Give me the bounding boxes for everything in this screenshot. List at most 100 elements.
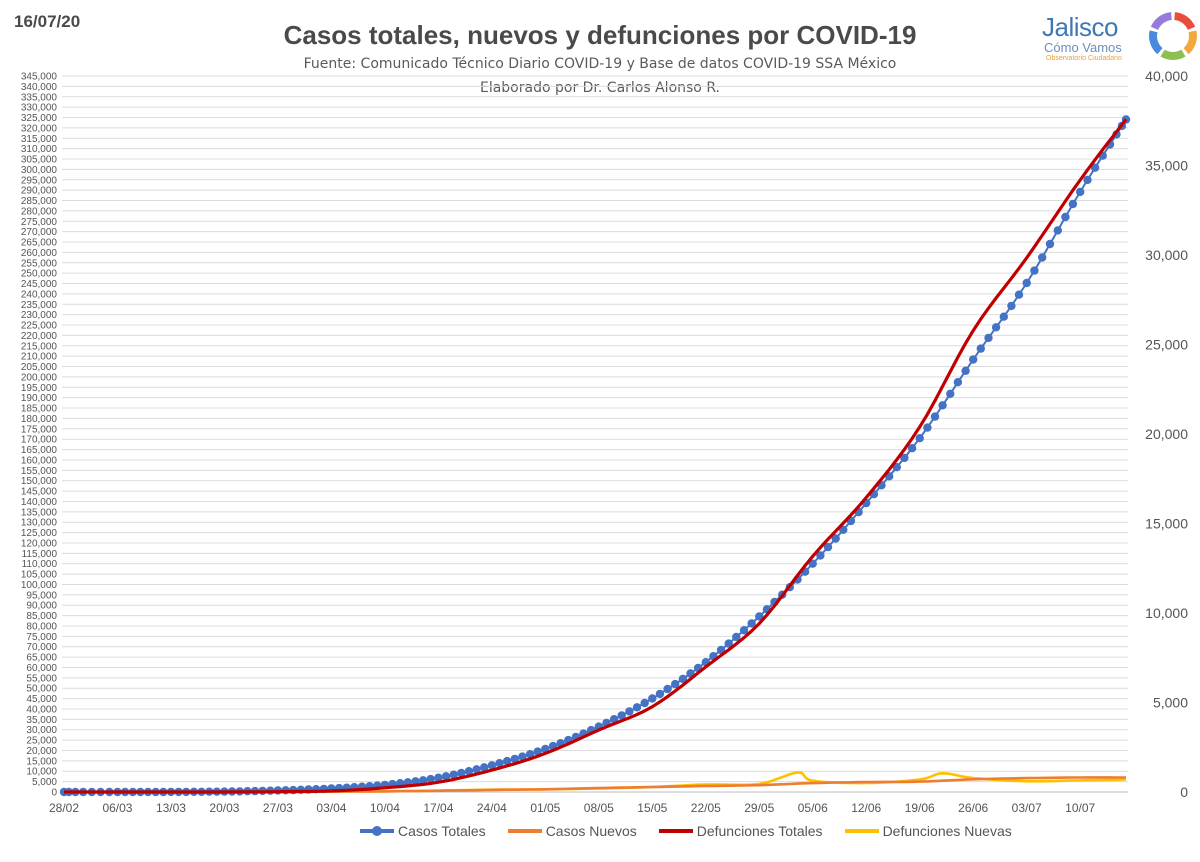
left-tick-label: 345,000 [21, 72, 58, 83]
legend-item: Casos Totales [360, 823, 486, 839]
x-tick-label: 13/03 [156, 801, 186, 815]
left-tick-label: 200,000 [21, 372, 58, 383]
legend-swatch [507, 829, 542, 833]
data-point [930, 412, 940, 421]
data-point [976, 344, 985, 353]
data-point [625, 707, 634, 716]
left-tick-label: 250,000 [21, 269, 58, 280]
legend-swatch [360, 826, 394, 836]
x-tick-label: 08/05 [584, 801, 614, 815]
logo-ring-icon [1149, 12, 1197, 60]
data-point [678, 674, 688, 684]
data-point [495, 759, 504, 768]
data-point [457, 768, 466, 778]
left-tick-label: 300,000 [21, 165, 58, 176]
series-line [64, 118, 1128, 794]
left-tick-label: 0 [51, 788, 57, 799]
x-tick-label: 03/07 [1012, 801, 1042, 815]
left-tick-label: 130,000 [21, 518, 58, 529]
x-tick-label: 29/05 [744, 801, 774, 815]
left-tick-label: 50,000 [26, 684, 57, 695]
left-tick-label: 195,000 [21, 383, 58, 394]
data-point [434, 773, 443, 782]
data-point [739, 626, 749, 635]
right-tick-label: 0 [1180, 784, 1188, 800]
data-point [755, 612, 764, 621]
left-tick-label: 280,000 [21, 206, 58, 217]
data-point [418, 776, 428, 785]
x-tick-label: 20/03 [209, 801, 239, 815]
left-tick-label: 155,000 [21, 466, 58, 477]
data-point [648, 694, 657, 703]
data-point [823, 542, 833, 552]
left-tick-label: 60,000 [26, 663, 57, 674]
jalisco-como-vamos-logo: Jalisco Cómo Vamos Observatorio Ciudadan… [1040, 6, 1200, 70]
left-tick-label: 120,000 [21, 538, 58, 549]
logo-subtitle: Cómo Vamos [1044, 40, 1122, 55]
legend-label: Casos Nuevos [545, 823, 637, 839]
data-point [1053, 226, 1063, 235]
legend-item: Defunciones Nuevas [844, 823, 1012, 839]
left-tick-label: 10,000 [26, 767, 57, 778]
data-point [502, 756, 512, 766]
data-point [900, 453, 909, 463]
data-point [923, 423, 932, 432]
x-tick-label: 06/03 [102, 801, 132, 815]
left-tick-label: 70,000 [26, 642, 57, 653]
data-point [449, 770, 458, 779]
data-point [969, 355, 978, 364]
right-axis-ticks: 0 5,000 10,000 15,000 20,000 25,000 30,000 35,0… [1145, 68, 1188, 800]
left-tick-label: 95,000 [26, 590, 57, 601]
left-tick-label: 45,000 [26, 694, 57, 705]
data-point [938, 401, 947, 410]
x-tick-label: 22/05 [691, 801, 721, 815]
left-tick-label: 65,000 [26, 653, 57, 664]
data-point [487, 761, 497, 770]
data-point [999, 312, 1008, 321]
left-tick-label: 325,000 [21, 113, 58, 124]
data-point [480, 763, 489, 772]
data-point [1014, 290, 1024, 299]
series-line [64, 118, 1127, 793]
data-point [640, 698, 649, 708]
data-point [816, 551, 825, 560]
chart-author: Elaborado por Dr. Carlos Alonso R. [479, 80, 721, 96]
right-tick-label: 25,000 [1145, 337, 1188, 353]
right-tick-label: 20,000 [1145, 426, 1188, 442]
x-tick-label: 28/02 [49, 801, 79, 815]
series-lines [59, 115, 1131, 797]
logo-ring-segment [1160, 49, 1186, 60]
data-point [984, 333, 993, 343]
left-tick-label: 145,000 [21, 487, 58, 498]
left-tick-label: 40,000 [26, 704, 57, 715]
right-tick-label: 35,000 [1145, 158, 1188, 174]
x-tick-label: 19/06 [905, 801, 935, 815]
left-tick-label: 165,000 [21, 445, 58, 456]
series-casos-totales [59, 115, 1131, 797]
left-tick-label: 160,000 [21, 455, 58, 466]
logo-ring-segment [1149, 30, 1163, 55]
legend-swatch [844, 829, 879, 833]
left-tick-label: 115,000 [22, 549, 58, 560]
chart-title: Casos totales, nuevos y defunciones por … [283, 20, 917, 50]
data-point [1007, 301, 1016, 311]
x-tick-label: 10/04 [370, 801, 400, 815]
left-tick-label: 305,000 [21, 155, 58, 166]
data-point [953, 378, 963, 387]
left-tick-label: 25,000 [26, 736, 57, 747]
data-point [510, 754, 519, 764]
data-point [1083, 175, 1092, 185]
data-point [946, 389, 955, 398]
series-defunciones-totales [64, 118, 1128, 794]
right-tick-label: 5,000 [1153, 695, 1188, 711]
data-point [533, 747, 542, 756]
data-point [747, 619, 756, 628]
left-tick-label: 170,000 [21, 435, 58, 446]
data-point [426, 774, 435, 784]
left-tick-label: 315,000 [21, 134, 58, 145]
left-tick-label: 340,000 [21, 82, 58, 93]
left-tick-label: 335,000 [21, 92, 58, 103]
data-point [1038, 253, 1047, 262]
legend-item: Defunciones Totales [658, 823, 823, 839]
x-tick-label: 03/04 [316, 801, 346, 815]
